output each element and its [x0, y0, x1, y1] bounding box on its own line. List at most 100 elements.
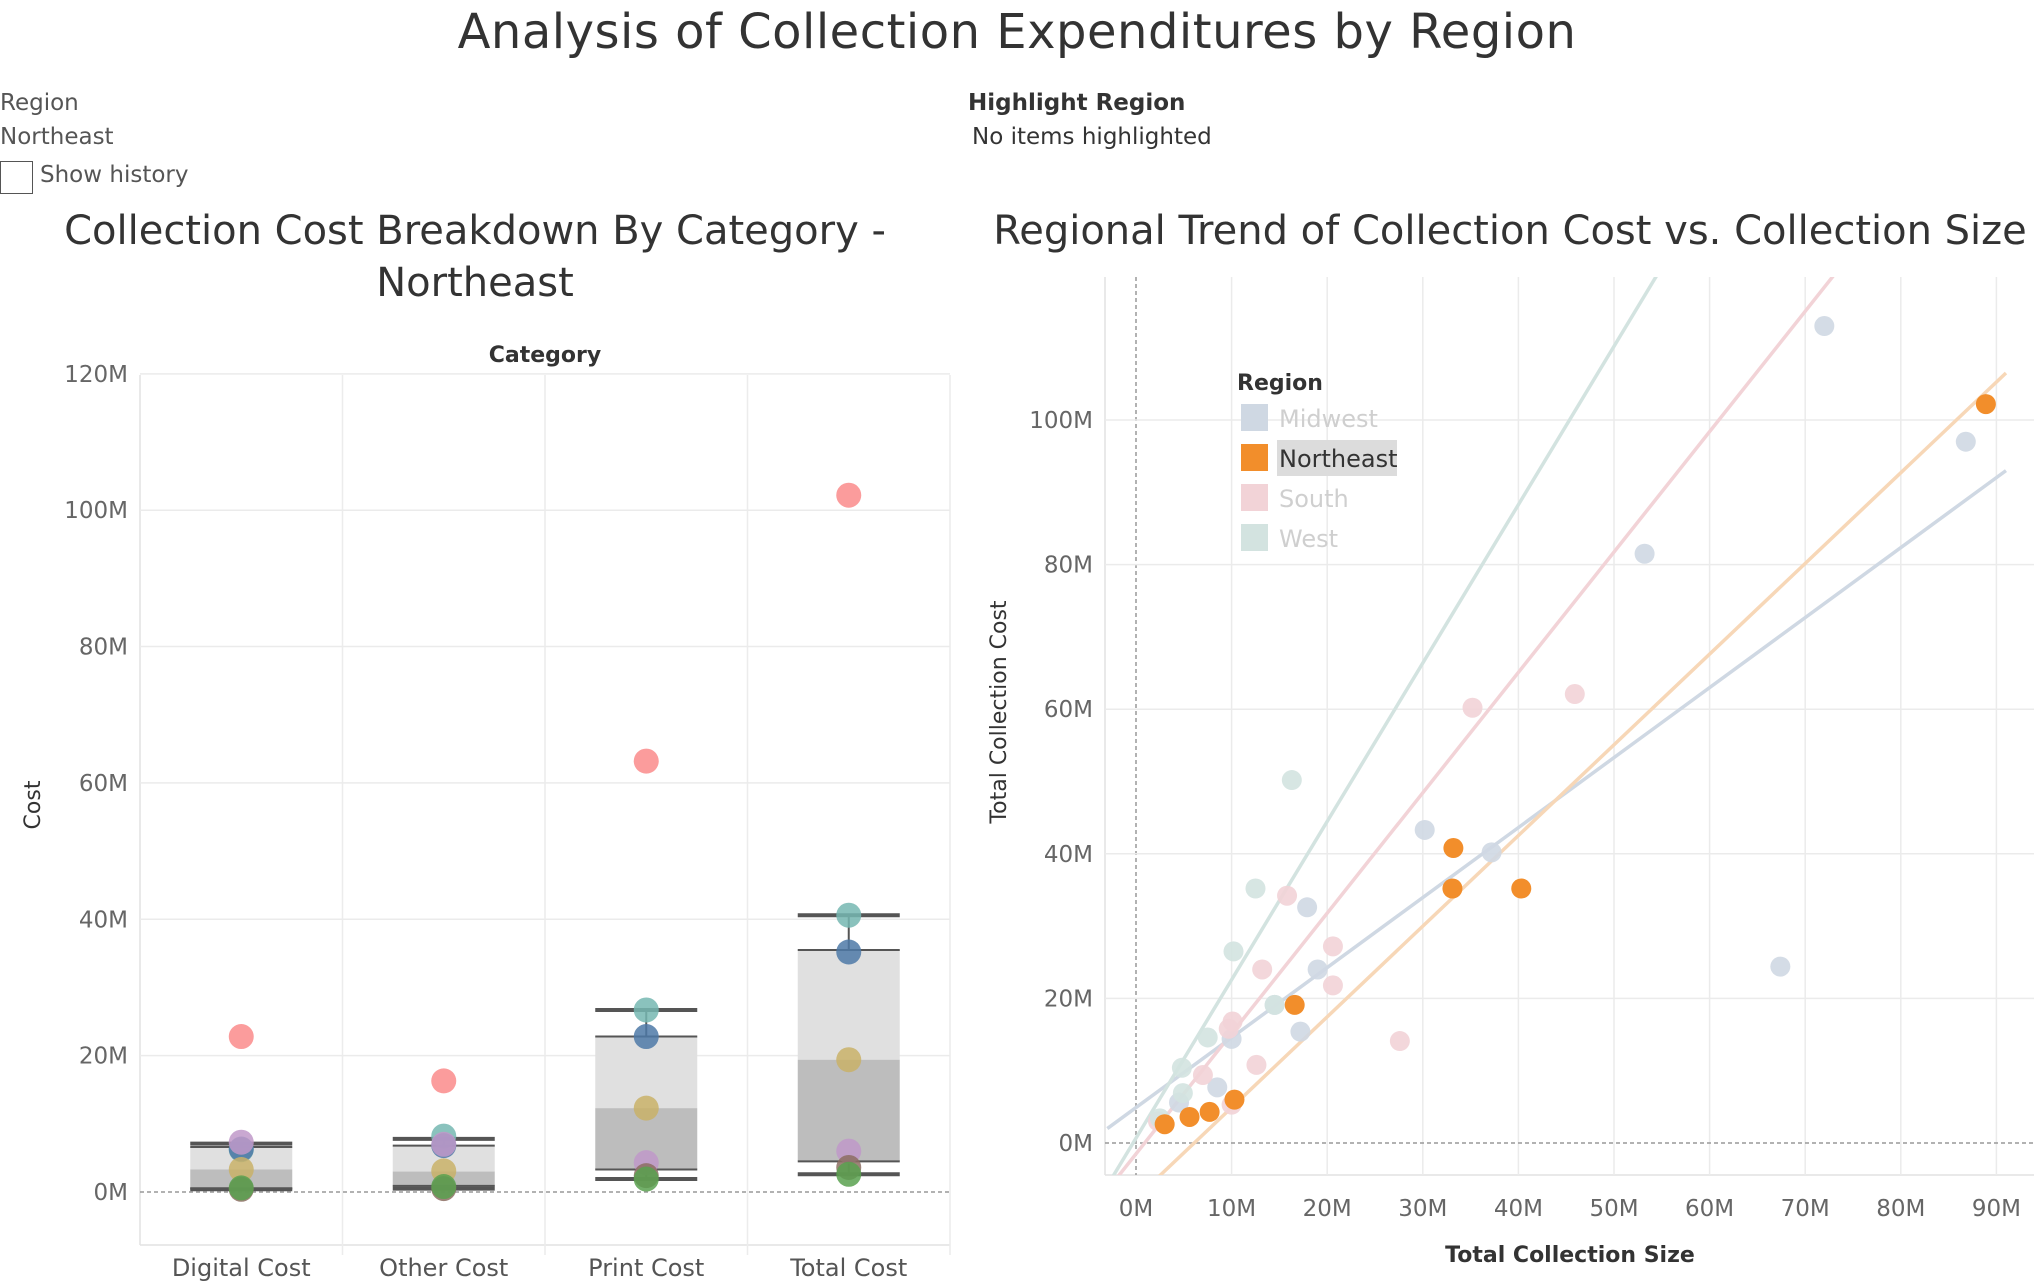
point-west [1264, 994, 1285, 1015]
page-title: Analysis of Collection Expenditures by R… [457, 4, 1577, 60]
legend-label-south: South [1279, 485, 1349, 513]
category-cost-point [836, 1161, 862, 1187]
point-northeast [1443, 838, 1464, 859]
legend-highlight-bg [1277, 440, 1397, 476]
y-tick-label: 20M [1044, 986, 1093, 1012]
point-northeast [1975, 394, 1996, 415]
point-south [1389, 1031, 1410, 1052]
trend-line-south [1116, 277, 1835, 1175]
category-label: Digital Cost [172, 1254, 311, 1282]
column-header-category: Category [489, 343, 601, 368]
x-tick-label: 30M [1398, 1196, 1447, 1222]
category-box-plot-chart: 0M 20M 40M 60M 80M 100M 120M Category Cost Digita… [21, 343, 951, 1282]
category-cost-point [633, 1095, 659, 1121]
point-midwest [1770, 956, 1791, 977]
legend-title: Region [1237, 371, 1323, 396]
category-cost-point [836, 939, 862, 965]
y-tick-label: 40M [79, 907, 128, 933]
legend-label-northeast: Northeast [1279, 445, 1398, 473]
point-midwest [1481, 842, 1502, 863]
category-cost-point [228, 1175, 254, 1201]
legend-label-midwest: Midwest [1279, 405, 1378, 433]
point-northeast [1511, 878, 1532, 899]
y-tick-label: 80M [1044, 553, 1093, 579]
trend-lines-group [1106, 277, 2008, 1175]
point-west [1171, 1057, 1192, 1078]
category-label: Print Cost [588, 1254, 704, 1282]
point-midwest [1307, 959, 1328, 980]
x-tick-label: 70M [1781, 1196, 1830, 1222]
points-group [1147, 316, 1996, 1135]
box-upper-half [797, 949, 900, 1060]
x-tick-label: 50M [1589, 1196, 1638, 1222]
y-tick-label: 60M [1044, 697, 1093, 723]
category-cost-point [431, 1068, 457, 1094]
point-west [1172, 1083, 1193, 1104]
y-tick-label: 60M [79, 771, 128, 797]
category-label: Total Cost [789, 1254, 907, 1282]
trend-line-west [1111, 277, 1658, 1175]
highlight-region-title: Highlight Region [968, 90, 1186, 116]
highlight-region-value[interactable]: No items highlighted [972, 124, 1212, 150]
category-cost-point [228, 1024, 254, 1050]
point-south [1322, 975, 1343, 996]
trend-chart-title: Regional Trend of Collection Cost vs. Co… [993, 208, 2027, 254]
point-south [1322, 936, 1343, 957]
category-cost-point [836, 482, 862, 508]
point-west [1197, 1027, 1218, 1048]
y-tick-label: 100M [64, 498, 128, 524]
category-cost-point [836, 1047, 862, 1073]
point-south [1252, 959, 1273, 980]
category-cost-point [633, 997, 659, 1023]
x-tick-label: 10M [1207, 1196, 1256, 1222]
regional-trend-scatter-chart: 0M 10M 20M 30M 40M 50M 60M 70M 80M 90M 0M 20M 40M 60M… [987, 277, 2034, 1268]
x-tick-label: 40M [1494, 1196, 1543, 1222]
category-cost-point [633, 1024, 659, 1050]
legend-swatch-midwest [1241, 404, 1268, 431]
category-cost-point [228, 1129, 254, 1155]
legend-swatch-south [1241, 484, 1268, 511]
legend-swatch-west [1241, 524, 1268, 551]
y-axis-title: Cost [21, 780, 46, 829]
point-northeast [1442, 878, 1463, 899]
x-tick-label: 80M [1876, 1196, 1925, 1222]
legend-label-west: West [1279, 525, 1338, 553]
point-northeast [1154, 1114, 1175, 1135]
region-filter-value[interactable]: Northeast [0, 124, 114, 150]
category-cost-point [836, 902, 862, 928]
point-south [1462, 697, 1483, 718]
category-cost-point [633, 1166, 659, 1192]
x-tick-label: 60M [1685, 1196, 1734, 1222]
point-west [1223, 941, 1244, 962]
point-midwest [1297, 897, 1318, 918]
legend-swatch-northeast [1241, 444, 1268, 471]
category-chart-title: Collection Cost Breakdown By Category - … [64, 208, 886, 306]
region-filter-label: Region [0, 90, 79, 116]
y-tick-label: 0M [94, 1180, 128, 1206]
y-tick-label: 100M [1029, 408, 1093, 434]
point-northeast [1284, 994, 1305, 1015]
y-tick-label: 80M [79, 635, 128, 661]
x-tick-label: 90M [1972, 1196, 2021, 1222]
point-west [1245, 878, 1266, 899]
point-midwest [1290, 1021, 1311, 1042]
point-midwest [1955, 431, 1976, 452]
point-south [1192, 1065, 1213, 1086]
category-cost-point [431, 1131, 457, 1157]
point-south [1564, 684, 1585, 705]
trend-line-northeast [1157, 371, 2008, 1175]
show-history-checkbox[interactable] [0, 161, 33, 194]
point-south [1218, 1018, 1239, 1039]
point-midwest [1414, 819, 1435, 840]
x-tick-label: 20M [1303, 1196, 1352, 1222]
y-axis-title: Total Collection Cost [987, 600, 1012, 824]
show-history-label[interactable]: Show history [40, 162, 189, 188]
point-northeast [1179, 1106, 1200, 1127]
point-west [1281, 770, 1302, 791]
category-label: Other Cost [379, 1254, 508, 1282]
y-tick-label: 20M [79, 1044, 128, 1070]
category-cost-point [431, 1174, 457, 1200]
point-midwest [1634, 543, 1655, 564]
category-cost-point [228, 1157, 254, 1183]
point-northeast [1199, 1101, 1220, 1122]
